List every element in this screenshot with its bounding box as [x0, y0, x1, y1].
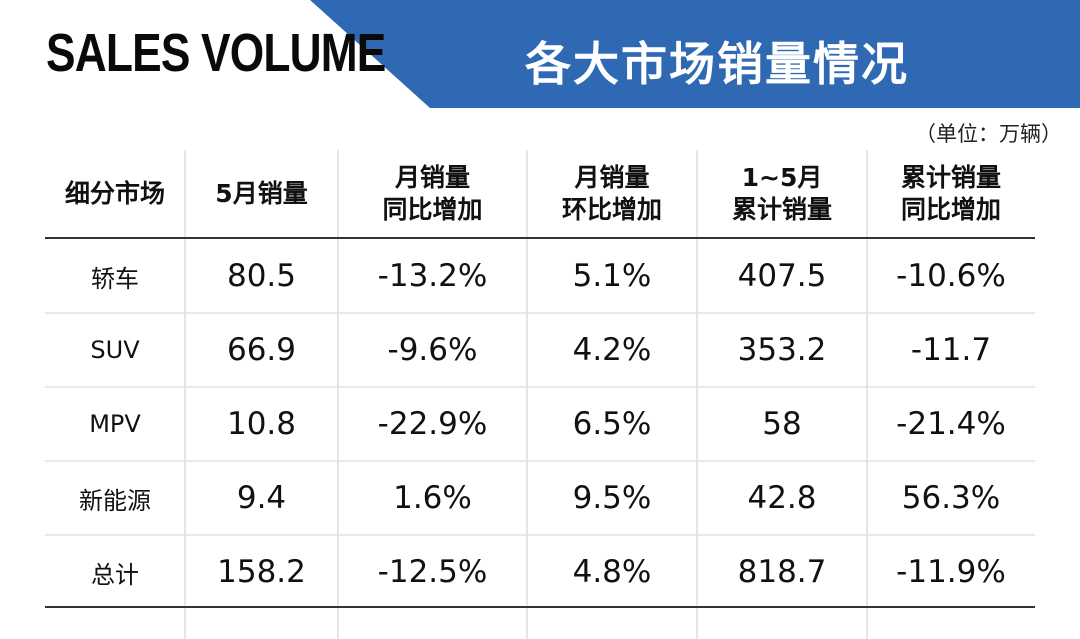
header-text: 5月销量	[215, 179, 308, 208]
header-text: 月销量	[394, 163, 470, 192]
row-label: SUV	[90, 336, 140, 364]
cell-value: -11.9%	[896, 554, 1006, 590]
header-text: 月销量	[574, 163, 650, 192]
cell-value: 66.9	[226, 332, 297, 368]
header-text: 同比增加	[382, 195, 483, 224]
cell-value: 353.2	[737, 332, 827, 368]
cell-value: 1.6%	[393, 480, 472, 516]
row-label: 轿车	[91, 264, 139, 293]
cell-value: 9.4	[236, 480, 287, 516]
header-text: 同比增加	[900, 195, 1001, 224]
header-text: 细分市场	[64, 179, 165, 208]
header-text: 环比增加	[561, 195, 662, 224]
cell-value: 80.5	[226, 258, 297, 294]
cell-value: -22.9%	[377, 406, 488, 442]
row-label: 新能源	[79, 486, 151, 515]
header-text: 累计销量	[900, 163, 1001, 192]
header-cell: 5月销量	[185, 152, 338, 236]
cell-value: 10.8	[226, 406, 297, 442]
title-en: SALES VOLUME	[46, 23, 386, 83]
cell-value: 4.8%	[572, 554, 652, 590]
cell-value: 407.5	[737, 258, 827, 294]
header-text: 1~5月	[741, 163, 823, 192]
cell-value: -11.7	[910, 332, 992, 368]
unit-note: （单位：万辆）	[915, 122, 1062, 146]
header-text: 累计销量	[731, 195, 832, 224]
header-cell: 细分市场	[45, 152, 185, 236]
row-label: MPV	[89, 410, 141, 438]
cell-value: 56.3%	[901, 480, 1001, 516]
cell-value: 42.8	[747, 480, 817, 516]
header-cell: 月销量 环比增加	[527, 152, 697, 236]
header-cell: 1~5月累计销量	[697, 152, 867, 236]
row-label: 总计	[91, 560, 139, 589]
header-cell: 月销量 同比增加	[338, 152, 527, 236]
cell-value: 5.1%	[572, 258, 652, 294]
cell-value: -9.6%	[387, 332, 478, 368]
cell-value: 58	[762, 406, 802, 442]
cell-value: -21.4%	[896, 406, 1006, 442]
banner	[310, 0, 1080, 108]
cell-value: -10.6%	[896, 258, 1006, 294]
cell-value: -12.5%	[377, 554, 488, 590]
title-cn: 各大市场销量情况	[525, 37, 909, 91]
cell-value: 9.5%	[572, 480, 652, 516]
cell-value: 4.2%	[572, 332, 652, 368]
cell-value: -13.2%	[377, 258, 488, 294]
banner-shape	[310, 0, 1080, 108]
header-cell: 累计销量 同比增加	[867, 152, 1035, 236]
cell-value: 6.5%	[572, 406, 652, 442]
cell-value: 158.2	[217, 554, 306, 590]
cell-value: 818.7	[737, 554, 827, 590]
